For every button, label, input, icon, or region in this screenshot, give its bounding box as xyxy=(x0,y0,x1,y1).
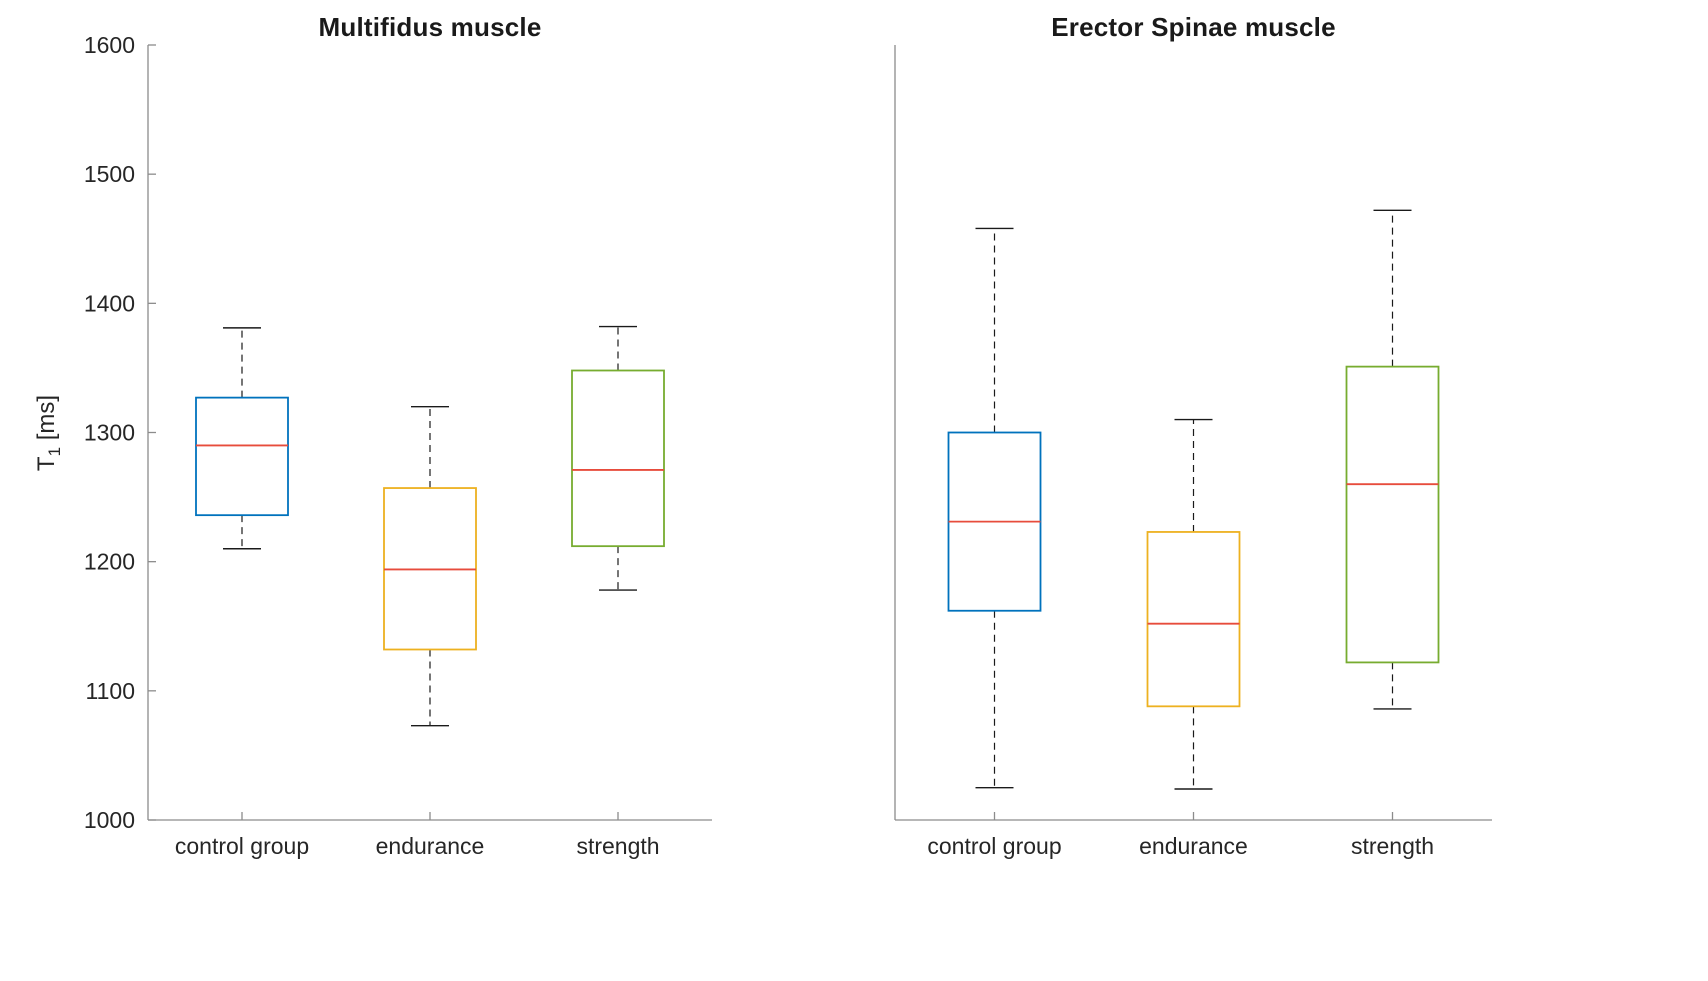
x-tick-label-control-group: control group xyxy=(175,833,309,859)
iqr-box-strength xyxy=(571,369,665,548)
y-tick-label-1100: 1100 xyxy=(86,678,135,704)
iqr-box-control-group xyxy=(195,396,289,517)
y-axis-label-units: [ms] xyxy=(33,394,60,447)
y-tick-label-1000: 1000 xyxy=(84,807,135,833)
x-tick-label-control-group: control group xyxy=(927,833,1061,859)
iqr-box-endurance xyxy=(1146,531,1241,708)
iqr-box-strength xyxy=(1345,365,1440,664)
chart-title-multifidus: Multifidus muscle xyxy=(318,12,542,42)
y-tick-label-1400: 1400 xyxy=(84,290,135,316)
x-tick-label-strength: strength xyxy=(576,833,659,859)
x-tick-label-endurance: endurance xyxy=(376,833,485,859)
y-tick-label-1500: 1500 xyxy=(84,161,135,187)
y-axis-label-subscript: 1 xyxy=(44,446,64,457)
x-tick-label-endurance: endurance xyxy=(1139,833,1248,859)
y-tick-label-1300: 1300 xyxy=(84,420,135,446)
y-tick-label-1200: 1200 xyxy=(84,549,135,575)
chart-title-erector-spinae: Erector Spinae muscle xyxy=(1051,12,1336,42)
y-axis-label: T1 [ms] xyxy=(33,323,64,543)
x-tick-label-strength: strength xyxy=(1351,833,1434,859)
y-tick-label-1600: 1600 xyxy=(84,32,135,58)
y-axis-label-base: T xyxy=(33,456,60,472)
